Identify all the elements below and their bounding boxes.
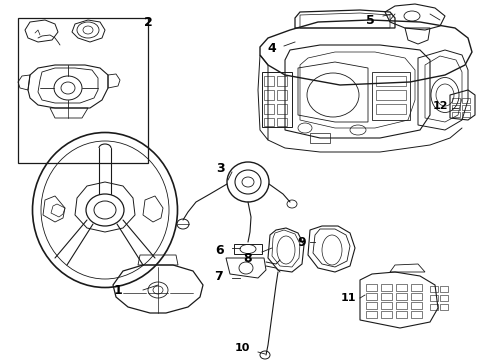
Bar [430, 304, 438, 310]
Bar [430, 286, 438, 292]
Bar [430, 295, 438, 301]
Bar [381, 302, 392, 309]
Bar [366, 293, 377, 300]
Bar [366, 284, 377, 291]
Bar [440, 295, 448, 301]
Text: 5: 5 [366, 13, 374, 27]
Bar [264, 90, 274, 100]
Bar [381, 293, 392, 300]
Bar [381, 311, 392, 318]
Text: 1: 1 [114, 284, 122, 297]
Bar [310, 133, 330, 143]
Bar [396, 284, 407, 291]
Text: 10: 10 [234, 343, 250, 353]
Text: 11: 11 [340, 293, 356, 303]
Bar [366, 311, 377, 318]
Text: 7: 7 [214, 270, 222, 283]
Text: 4: 4 [268, 41, 276, 54]
Bar [277, 76, 287, 86]
Bar [376, 90, 406, 100]
Bar [411, 284, 422, 291]
Bar [262, 72, 292, 127]
Bar [381, 284, 392, 291]
Text: 6: 6 [216, 243, 224, 256]
Bar [396, 311, 407, 318]
Bar [396, 293, 407, 300]
Bar [264, 104, 274, 114]
Bar [277, 118, 287, 126]
Text: 8: 8 [244, 252, 252, 265]
Text: 3: 3 [216, 162, 224, 175]
Bar [277, 104, 287, 114]
Text: 9: 9 [298, 235, 306, 248]
Bar [411, 293, 422, 300]
Text: 2: 2 [144, 15, 152, 28]
Bar [462, 112, 470, 117]
Bar [18, 18, 148, 163]
Bar [462, 98, 470, 103]
Bar [452, 112, 460, 117]
Bar [264, 76, 274, 86]
Bar [462, 105, 470, 110]
Bar [452, 98, 460, 103]
Bar [264, 118, 274, 126]
Bar [366, 302, 377, 309]
Bar [372, 72, 410, 120]
Bar [376, 76, 406, 86]
Bar [396, 302, 407, 309]
Bar [440, 286, 448, 292]
Text: 12: 12 [432, 101, 448, 111]
Bar [277, 90, 287, 100]
Bar [376, 104, 406, 114]
Bar [452, 105, 460, 110]
Bar [411, 311, 422, 318]
Bar [440, 304, 448, 310]
Bar [411, 302, 422, 309]
